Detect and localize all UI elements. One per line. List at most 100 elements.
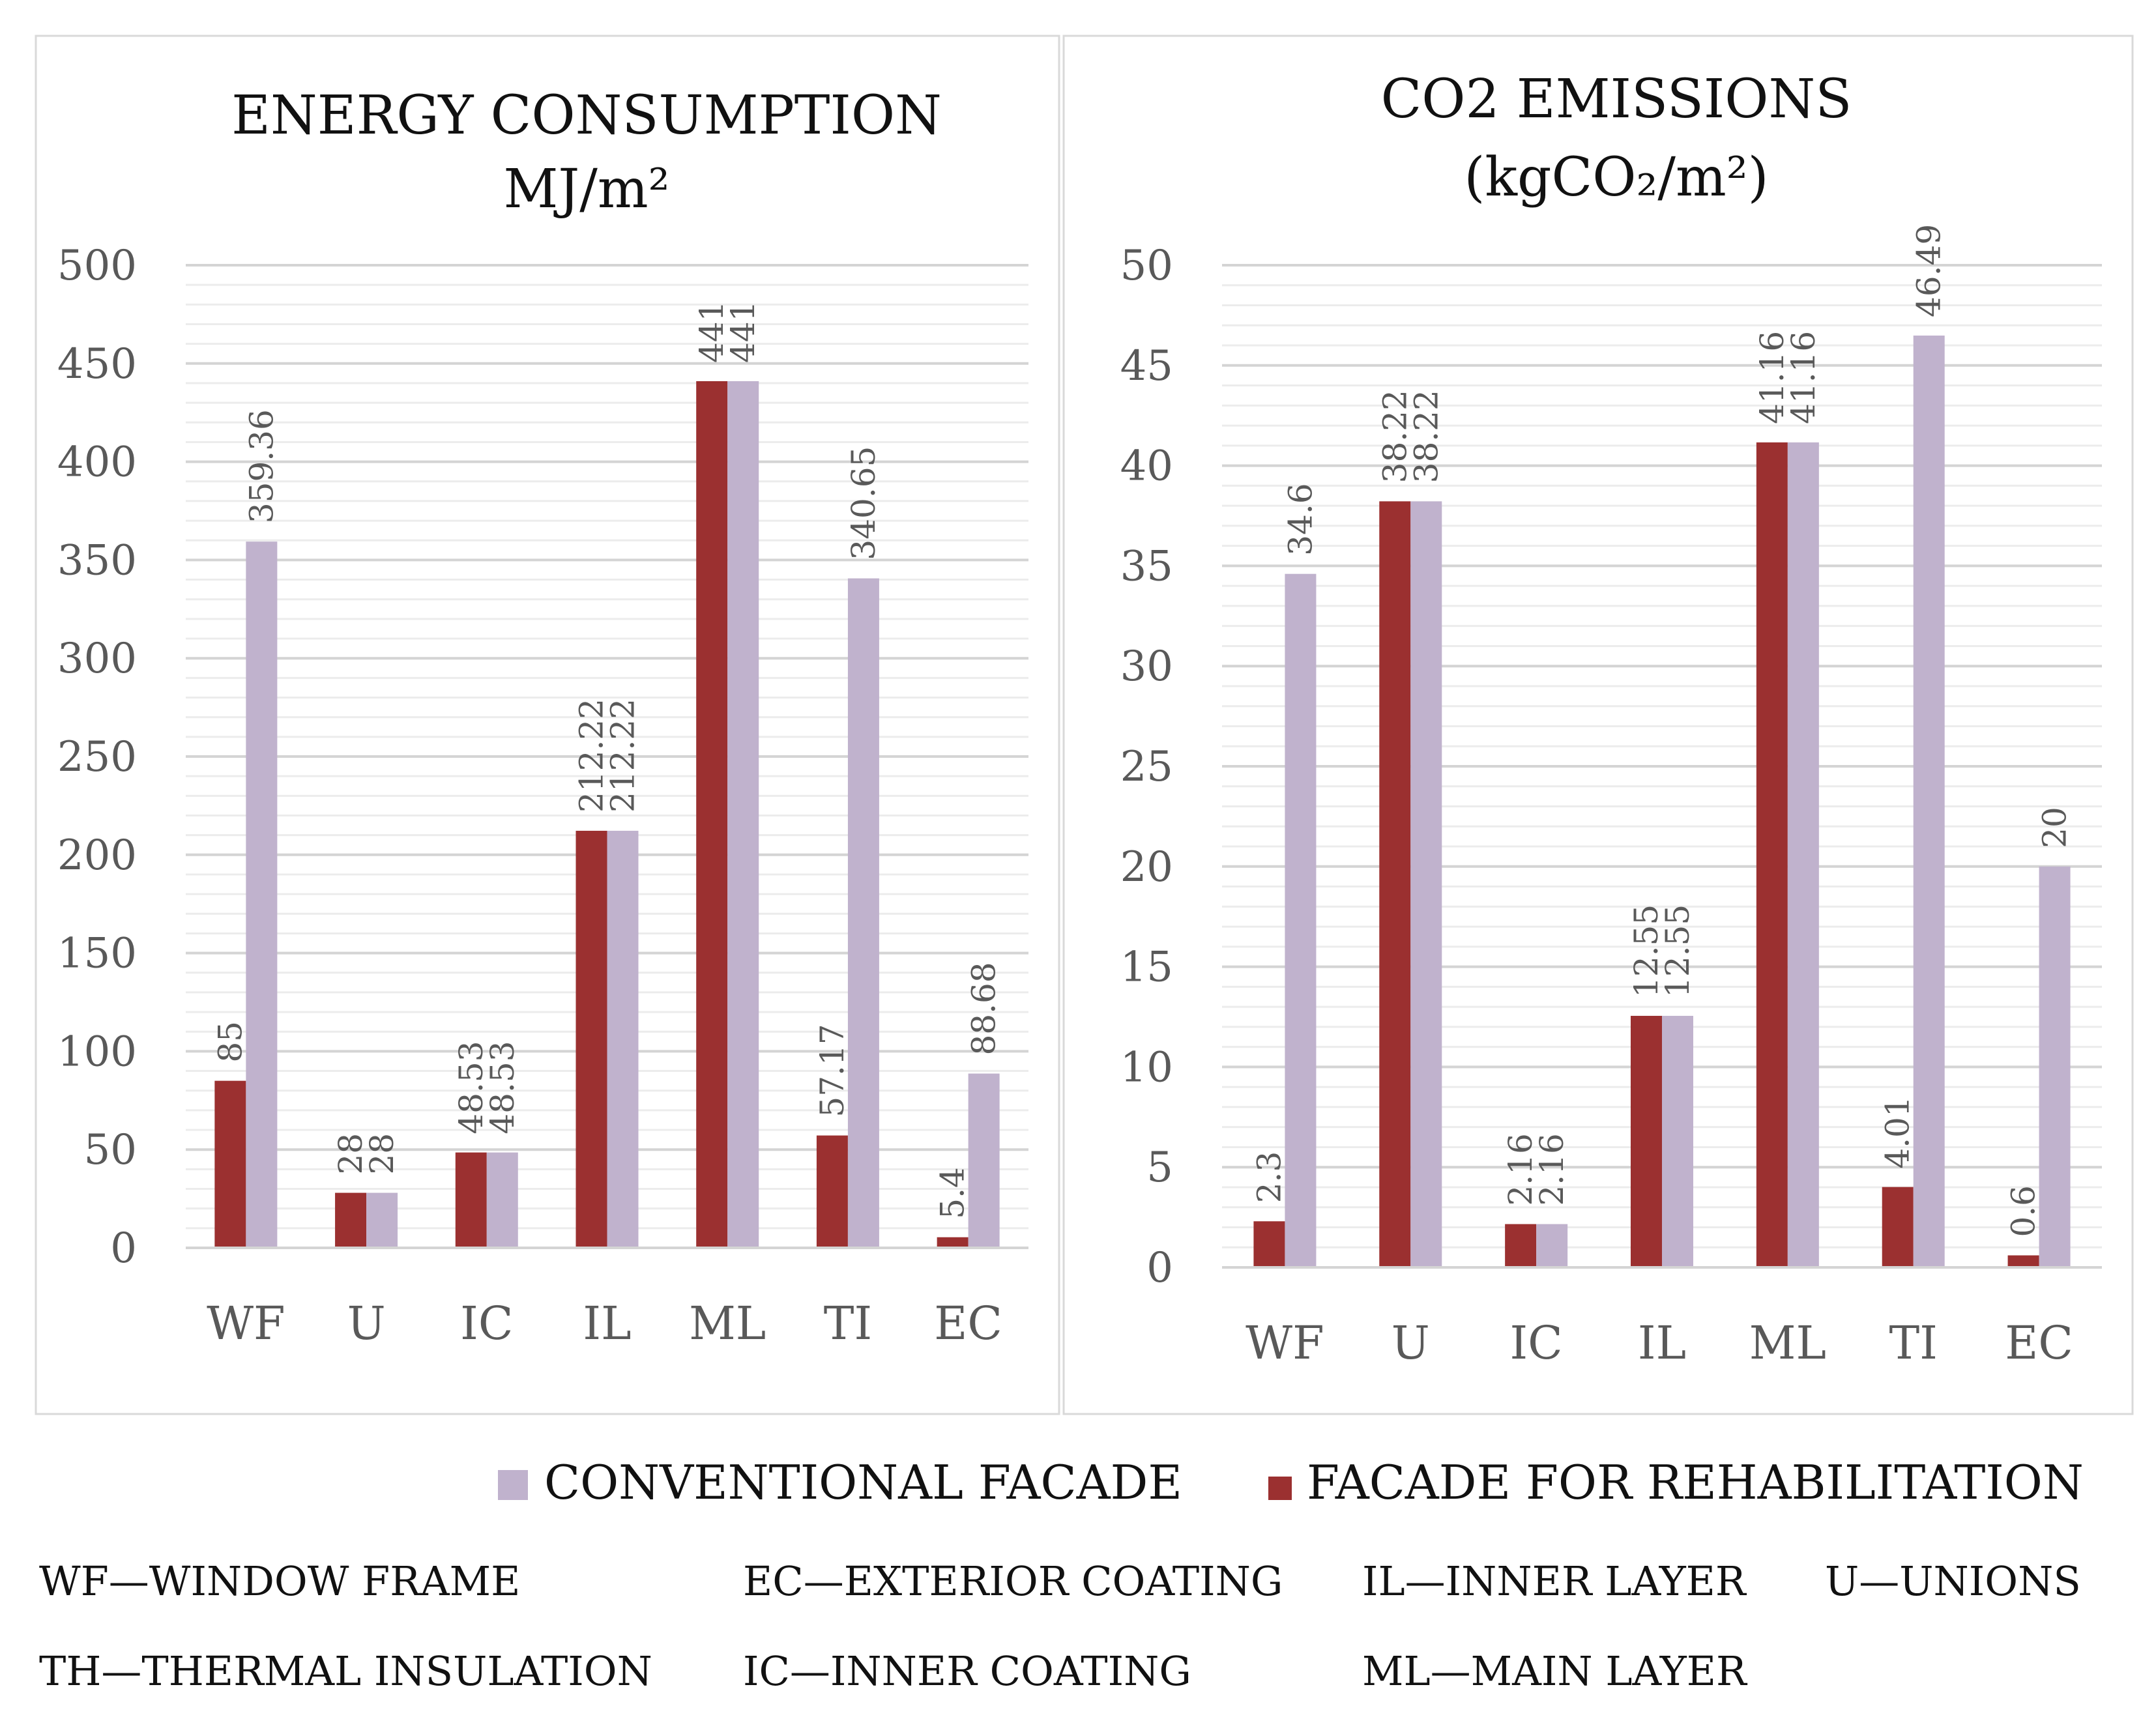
x-category-label: WF	[1246, 1316, 1324, 1370]
y-tick-label: 20	[1120, 843, 1173, 891]
data-label: 28	[332, 1133, 370, 1175]
bar-conventional	[1787, 442, 1819, 1267]
x-category-label: IL	[583, 1297, 631, 1350]
bar-rehabilitation	[1882, 1187, 1914, 1267]
abbr-thermal-insulation: TH—THERMAL INSULATION	[39, 1647, 652, 1695]
data-label: 46.49	[1910, 224, 1948, 317]
energy-consumption-chart: 0 50 100 150 200 250 300 350 400 450 500 85 359.36 WF…	[57, 242, 1028, 1350]
abbr-main-layer: ML—MAIN LAYER	[1362, 1647, 1747, 1695]
bar-conventional	[968, 1073, 1000, 1248]
x-category-label: EC	[934, 1297, 1002, 1350]
bar-conventional	[2039, 866, 2071, 1267]
x-category-label: U	[1391, 1316, 1430, 1370]
bar-rehabilitation	[1505, 1224, 1537, 1267]
bar-conventional	[1536, 1224, 1568, 1267]
y-tick-label: 500	[57, 242, 137, 290]
data-label: 340.65	[845, 446, 882, 560]
data-label: 212.22	[604, 699, 642, 813]
data-label: 57.17	[813, 1024, 851, 1117]
abbr-inner-layer: IL—INNER LAYER	[1362, 1557, 1746, 1605]
bar-rehabilitation	[214, 1080, 246, 1248]
y-tick-label: 10	[1120, 1043, 1173, 1091]
bar-conventional	[847, 578, 879, 1248]
data-label: 12.55	[1659, 904, 1697, 998]
abbr-window-frame: WF—WINDOW FRAME	[39, 1557, 521, 1605]
bar-rehabilitation	[816, 1135, 848, 1248]
data-label: 85	[211, 1021, 249, 1063]
energy-chart-panel	[35, 35, 1060, 1415]
bar-rehabilitation	[1756, 442, 1788, 1267]
x-category-label: WF	[207, 1297, 285, 1350]
x-category-label: U	[347, 1297, 386, 1350]
x-category-label: IC	[460, 1297, 513, 1350]
bar-conventional	[1662, 1015, 1693, 1267]
data-label: 41.16	[1753, 331, 1791, 424]
y-tick-label: 50	[84, 1126, 137, 1174]
y-tick-label: 0	[110, 1224, 137, 1273]
bar-rehabilitation	[1379, 501, 1411, 1267]
legend-swatch-conventional	[498, 1470, 528, 1500]
energy-chart-unit: MJ/m²	[503, 158, 669, 220]
data-label: 88.68	[965, 962, 1003, 1055]
bar-rehabilitation	[1253, 1221, 1285, 1267]
bar-conventional	[486, 1152, 518, 1248]
x-category-label: IC	[1510, 1316, 1563, 1370]
y-tick-label: 40	[1120, 442, 1173, 491]
data-label: 441	[693, 301, 731, 363]
x-category-label: EC	[2005, 1316, 2073, 1370]
y-tick-label: 50	[1120, 242, 1173, 290]
data-label: 2.3	[1250, 1151, 1288, 1204]
bar-conventional	[1913, 335, 1945, 1268]
x-category-label: TI	[1889, 1316, 1938, 1370]
data-label: 12.55	[1627, 904, 1665, 998]
legend: CONVENTIONAL FACADE FACADE FOR REHABILIT…	[498, 1455, 2084, 1510]
y-tick-label: 150	[57, 930, 137, 978]
y-tick-label: 35	[1120, 542, 1173, 590]
data-label: 28	[363, 1133, 401, 1175]
bar-rehabilitation	[1631, 1015, 1662, 1267]
data-label: 38.22	[1376, 390, 1414, 483]
y-tick-label: 0	[1146, 1244, 1173, 1292]
data-label: 5.4	[934, 1167, 972, 1219]
y-tick-label: 200	[57, 831, 137, 880]
bar-rehabilitation	[335, 1192, 367, 1248]
abbreviation-key: WF—WINDOW FRAME EC—EXTERIOR COATING IL—I…	[0, 1538, 2156, 1717]
data-label: 48.53	[484, 1041, 521, 1134]
y-tick-label: 45	[1120, 342, 1173, 390]
x-category-label: TI	[824, 1297, 872, 1350]
x-category-label: ML	[1749, 1316, 1826, 1370]
y-tick-label: 5	[1146, 1144, 1173, 1192]
bar-rehabilitation	[696, 381, 728, 1248]
data-label: 20	[2036, 807, 2074, 848]
abbr-exterior-coating: EC—EXTERIOR COATING	[743, 1557, 1283, 1605]
y-tick-label: 300	[57, 635, 137, 683]
legend-swatch-rehabilitation	[1268, 1477, 1292, 1500]
legend-label-rehabilitation: FACADE FOR REHABILITATION	[1307, 1455, 2084, 1510]
x-category-label: IL	[1638, 1316, 1686, 1370]
abbr-inner-coating: IC—INNER COATING	[743, 1647, 1191, 1695]
charts-canvas: ENERGY CONSUMPTION MJ/m² CO2 EMISSIONS (…	[35, 35, 2134, 1510]
y-tick-label: 400	[57, 439, 137, 487]
y-tick-label: 25	[1120, 743, 1173, 791]
y-tick-label: 30	[1120, 642, 1173, 691]
bar-conventional	[366, 1192, 398, 1248]
abbr-unions: U—UNIONS	[1825, 1557, 2081, 1605]
data-label: 0.6	[2005, 1185, 2043, 1237]
co2-chart-unit: (kgCO₂/m²)	[1464, 147, 1768, 209]
data-label: 38.22	[1407, 390, 1445, 483]
data-label: 441	[724, 301, 762, 363]
co2-chart-title: CO2 EMISSIONS	[1381, 68, 1852, 130]
energy-chart-title: ENERGY CONSUMPTION	[231, 85, 942, 147]
bar-conventional	[1410, 501, 1442, 1267]
data-label: 2.16	[1502, 1133, 1539, 1205]
bar-rehabilitation	[455, 1152, 487, 1248]
y-tick-label: 450	[57, 340, 137, 388]
data-label: 34.6	[1281, 483, 1319, 555]
x-category-label: ML	[689, 1297, 766, 1350]
legend-label-conventional: CONVENTIONAL FACADE	[544, 1455, 1182, 1510]
y-tick-label: 350	[57, 536, 137, 584]
bar-conventional	[727, 381, 759, 1248]
y-tick-label: 100	[57, 1028, 137, 1076]
data-label: 4.01	[1879, 1096, 1917, 1168]
